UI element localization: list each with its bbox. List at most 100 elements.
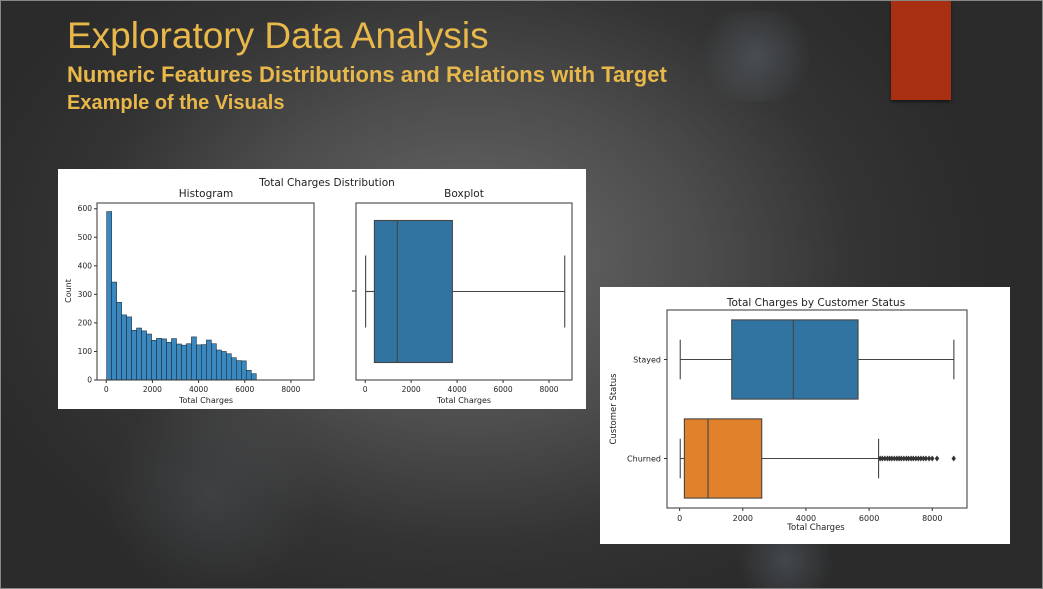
histogram-bar [121,314,127,381]
x-tick-label: 6000 [859,514,879,523]
status-chart-title: Total Charges by Customer Status [726,297,905,309]
x-tick-label: 6000 [494,385,513,394]
status-figure-svg: Total Charges by Customer Status Stayed C… [609,297,968,533]
histogram-bar [211,343,217,381]
box-iqr [373,219,453,364]
outlier-point [904,455,909,462]
histogram-bar [196,344,202,381]
histogram-x-label: Total Charges [178,396,233,405]
x-tick-label: 2000 [733,514,753,523]
outlier-point [887,455,892,462]
y-tick-label: 100 [78,347,93,356]
status-y-ticks: Stayed Churned [627,356,667,464]
histogram-y-ticks: 0 100 200 300 400 500 600 [78,204,97,385]
outlier-point [880,455,885,462]
accent-bar [891,1,951,100]
histogram-bar [136,327,142,381]
x-tick-label: 4000 [189,385,208,394]
total-charges-by-status-figure: Total Charges by Customer Status Stayed C… [600,287,1010,544]
histogram-bar [216,349,222,381]
histogram-bar [156,338,162,381]
x-tick-label: 8000 [281,385,300,394]
y-tick-label: 500 [78,233,93,242]
outlier-point [916,455,921,462]
box-iqr [731,319,859,400]
status-x-ticks: 0 2000 4000 6000 8000 [677,508,942,523]
boxplot-box [365,219,566,364]
y-tick-label: 400 [78,261,93,270]
y-tick-label: 0 [87,376,92,385]
x-tick-label: 2000 [143,385,162,394]
x-tick-label: 8000 [922,514,942,523]
histogram-bar [111,281,117,381]
histogram-bar [191,336,197,381]
figure-suptitle: Total Charges Distribution [258,177,395,189]
boxplot-x-ticks: 0 2000 4000 6000 8000 [363,380,559,394]
histogram-bar [236,360,242,381]
histogram-bar [186,343,192,381]
background-glow [691,11,821,101]
outlier-point [899,455,904,462]
outlier-point [934,455,940,462]
histogram-bar [116,302,122,381]
histogram-bar [241,360,247,381]
y-tick-label: 600 [78,204,93,213]
background-glow [91,401,331,588]
outlier-point [923,455,929,462]
histogram-bar [141,330,147,381]
outlier-point [930,455,935,462]
x-tick-label: 4000 [448,385,467,394]
x-tick-label: 0 [363,385,368,394]
status-chart-frame [666,309,968,509]
histogram-bar [250,373,257,381]
slide-title: Exploratory Data Analysis [67,15,489,56]
boxplot-x-label: Total Charges [436,396,491,405]
status-boxes [679,319,956,499]
histogram-frame [96,202,315,381]
status-x-label: Total Charges [786,523,845,533]
histogram-bar [166,342,172,381]
histogram-bar [245,369,252,381]
x-tick-label: 4000 [796,514,816,523]
y-tick-label: 200 [78,318,93,327]
outlier-point [921,455,926,462]
y-tick-label: 300 [78,290,93,299]
x-tick-label: 2000 [402,385,421,394]
total-charges-distribution-figure: Total Charges Distribution Histogram 0 10… [58,169,586,409]
x-tick-label: 6000 [235,385,254,394]
box-iqr [683,418,763,499]
x-tick-label: 0 [677,514,682,523]
histogram-title: Histogram [179,188,233,200]
outlier-point [911,455,916,462]
histogram-bar [226,353,232,381]
outlier-point [885,455,890,462]
boxplot-title: Boxplot [444,188,484,200]
histogram-bar [231,357,237,381]
histogram-bar [126,316,132,381]
histogram-bar [131,330,137,381]
histogram-y-label: Count [64,279,73,303]
histogram-bar [171,338,177,381]
histogram-bar [176,343,182,381]
histogram-bar [151,340,157,381]
x-tick-label: 0 [104,385,109,394]
x-tick-label: 8000 [539,385,558,394]
slide-subtitle: Numeric Features Distributions and Relat… [67,62,667,87]
outlier-point [906,455,911,462]
histogram-bar [161,338,167,381]
distribution-figure-svg: Total Charges Distribution Histogram 0 10… [64,177,573,405]
histogram-x-ticks: 0 2000 4000 6000 8000 [104,380,301,394]
y-tick-label: Stayed [633,356,661,365]
y-tick-label: Churned [627,455,661,464]
slide-subtitle-2: Example of the Visuals [67,92,285,114]
histogram-bar [201,344,207,381]
outlier-point [892,455,897,462]
outlier-point [951,455,956,462]
histogram-bar [106,211,112,381]
histogram-bars [106,211,257,381]
status-y-label: Customer Status [609,373,619,445]
histogram-bar [146,333,152,381]
histogram-bar [221,351,227,381]
histogram-bar [181,344,187,381]
